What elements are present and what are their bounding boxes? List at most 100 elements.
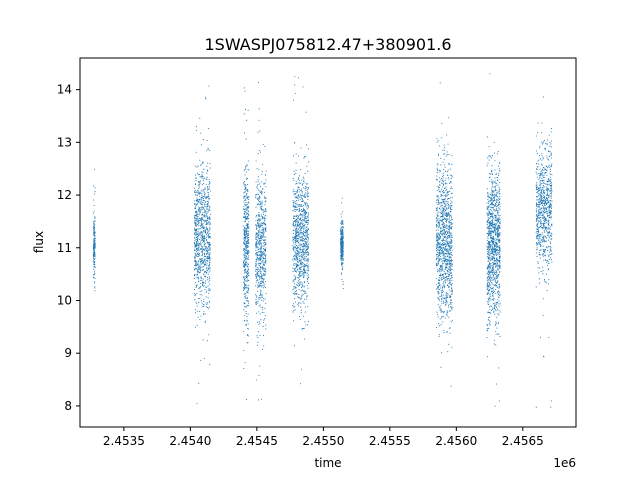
data-point xyxy=(260,255,262,257)
data-point xyxy=(295,180,297,182)
data-point xyxy=(247,218,249,220)
season-4-points xyxy=(255,82,267,401)
data-point xyxy=(446,232,449,234)
data-point xyxy=(449,262,451,264)
data-point xyxy=(442,259,444,261)
data-point xyxy=(443,208,445,210)
data-point xyxy=(307,258,309,260)
data-point xyxy=(447,245,449,247)
data-point xyxy=(495,188,497,190)
data-point xyxy=(304,245,306,247)
data-point xyxy=(440,252,442,254)
data-point xyxy=(247,258,249,260)
data-point xyxy=(294,196,296,198)
data-point xyxy=(444,282,446,284)
data-point xyxy=(298,186,300,188)
data-point xyxy=(306,265,308,267)
data-point xyxy=(308,276,310,278)
data-point xyxy=(494,160,496,162)
data-point xyxy=(448,264,450,266)
data-point xyxy=(494,152,496,154)
data-point xyxy=(199,269,201,271)
data-point xyxy=(442,268,444,270)
data-point xyxy=(304,155,306,157)
data-point xyxy=(199,297,201,300)
data-point xyxy=(492,271,494,273)
data-point xyxy=(246,242,248,244)
data-point xyxy=(448,280,450,282)
data-point xyxy=(448,343,450,345)
data-point xyxy=(297,225,299,227)
data-point xyxy=(296,203,298,205)
data-point xyxy=(297,250,299,253)
data-point xyxy=(246,197,248,199)
data-point xyxy=(488,255,490,257)
data-point xyxy=(202,278,204,280)
data-point xyxy=(209,218,211,221)
data-point xyxy=(447,351,449,353)
data-point xyxy=(445,224,447,226)
data-point xyxy=(489,316,491,318)
data-point xyxy=(299,262,301,264)
data-point xyxy=(447,194,449,196)
data-point xyxy=(260,244,262,246)
data-point xyxy=(199,183,201,185)
data-point xyxy=(494,323,497,325)
data-point xyxy=(304,202,306,204)
data-point xyxy=(245,262,248,264)
data-point xyxy=(257,239,259,241)
data-point xyxy=(200,221,202,223)
data-point xyxy=(93,210,95,212)
data-point xyxy=(209,253,211,256)
data-point xyxy=(303,266,305,268)
data-point xyxy=(258,262,260,265)
data-point xyxy=(93,274,96,276)
data-point xyxy=(246,230,248,232)
data-point xyxy=(436,234,438,237)
data-point xyxy=(204,210,206,212)
data-point xyxy=(209,182,211,184)
data-point xyxy=(306,231,308,233)
data-point xyxy=(443,253,445,255)
data-point xyxy=(493,199,495,201)
data-point xyxy=(197,192,199,194)
data-point xyxy=(195,285,197,287)
data-point xyxy=(449,190,451,192)
data-point xyxy=(208,180,210,182)
data-point xyxy=(246,216,248,218)
data-point xyxy=(195,262,197,264)
data-point xyxy=(93,245,95,248)
data-point xyxy=(307,251,309,253)
data-point xyxy=(443,209,445,211)
data-point xyxy=(200,207,202,209)
data-point xyxy=(301,184,304,186)
data-point xyxy=(302,176,304,178)
data-point xyxy=(442,300,444,302)
data-point xyxy=(451,288,453,290)
data-point xyxy=(300,263,302,265)
data-point xyxy=(440,268,442,270)
data-point xyxy=(258,243,260,245)
data-point xyxy=(450,295,452,297)
data-point xyxy=(495,174,497,176)
data-point xyxy=(203,286,205,288)
data-point xyxy=(447,212,449,214)
data-point xyxy=(441,267,443,269)
data-point xyxy=(450,209,452,211)
data-point xyxy=(257,193,260,195)
data-point xyxy=(340,250,342,252)
data-point xyxy=(247,189,249,191)
data-point xyxy=(202,215,204,217)
data-point xyxy=(209,267,211,269)
data-point xyxy=(195,190,197,192)
data-point xyxy=(451,309,453,311)
data-point xyxy=(302,327,304,329)
data-point xyxy=(447,294,449,296)
data-point xyxy=(342,232,344,234)
data-point xyxy=(441,207,443,209)
data-point xyxy=(197,231,199,233)
data-point xyxy=(300,306,302,308)
data-point xyxy=(497,333,499,335)
data-point xyxy=(296,197,298,199)
data-point xyxy=(292,238,295,240)
